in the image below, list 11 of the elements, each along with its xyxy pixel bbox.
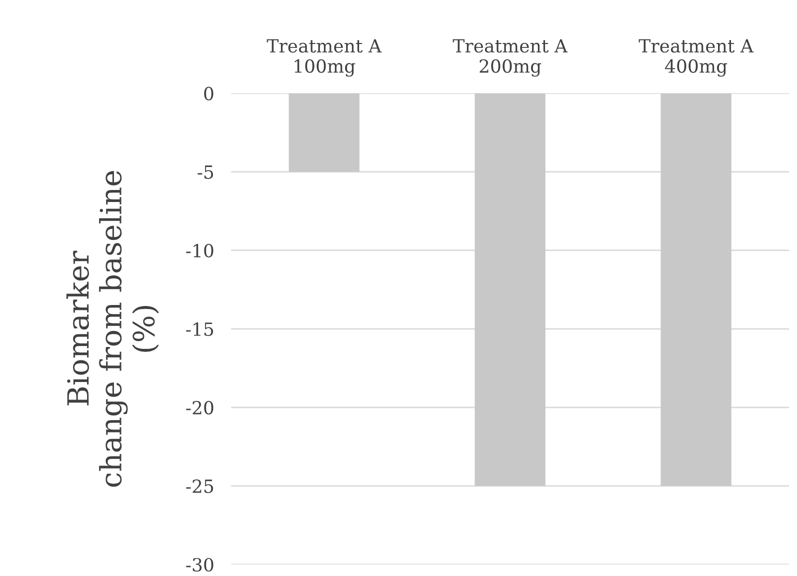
y-tick-label: -20 xyxy=(186,400,214,415)
y-axis-title: Biomarker change from baseline (%) xyxy=(66,170,159,487)
y-tick-label: 0 xyxy=(204,86,214,100)
y-tick-label: -10 xyxy=(186,244,214,258)
y-tick-label: -5 xyxy=(198,166,214,179)
y-tick-label: -25 xyxy=(186,479,214,494)
x-tick-label: Treatment A 200mg xyxy=(452,39,568,77)
x-tick-label: Treatment A 100mg xyxy=(266,39,382,77)
y-tick-label: -30 xyxy=(186,558,214,572)
y-tick-label: -15 xyxy=(186,322,214,336)
x-tick-label: Treatment A 400mg xyxy=(638,39,754,77)
